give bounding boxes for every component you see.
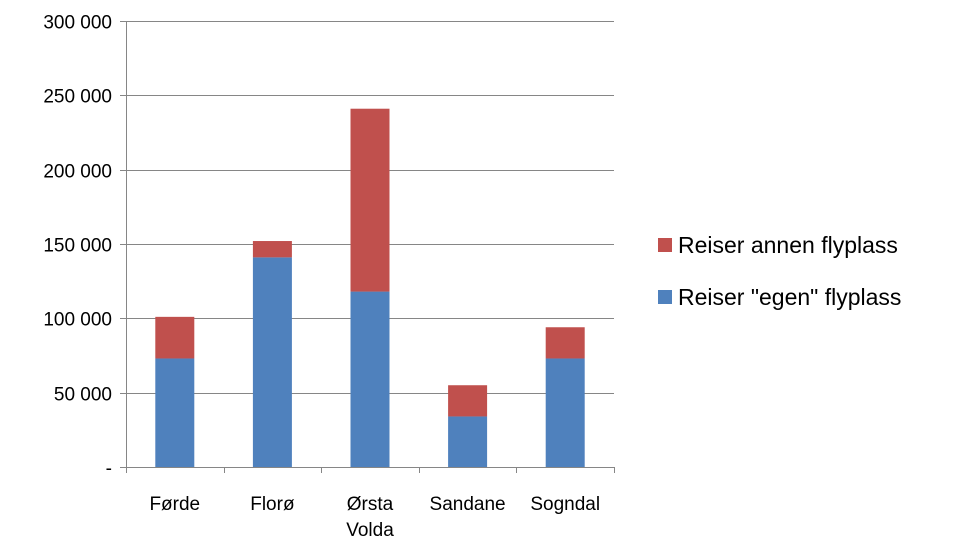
y-tick-label: 250 000 [43, 87, 112, 108]
bar-annen-flyplass [350, 108, 390, 292]
x-category-label: Volda [346, 520, 394, 541]
legend-swatch-annen [658, 238, 672, 252]
x-category-label: Sogndal [530, 494, 600, 515]
y-tick-label: 200 000 [43, 162, 112, 183]
bar-annen-flyplass [155, 316, 195, 359]
y-tick-label: - [106, 459, 112, 480]
x-category-label: Førde [149, 494, 200, 515]
legend-item-egen: Reiser "egen" flyplass [658, 284, 901, 310]
bar-egen-flyplass [252, 257, 292, 467]
y-tick-label: 50 000 [54, 385, 112, 406]
bar-egen-flyplass [545, 358, 585, 467]
bar-annen-flyplass [545, 327, 585, 359]
bar-egen-flyplass [350, 291, 390, 467]
x-axis-category-labels: Førde Florø Ørsta Volda Sandane Sogndal [149, 494, 600, 541]
legend: Reiser annen flyplass Reiser "egen" flyp… [658, 232, 901, 336]
bars [155, 108, 585, 467]
legend-item-annen: Reiser annen flyplass [658, 232, 901, 258]
bar-annen-flyplass [448, 385, 488, 417]
y-tick-label: 300 000 [43, 13, 112, 34]
y-axis-tick-labels: - 50 000 100 000 150 000 200 000 250 000 300 0… [43, 13, 112, 480]
bar-annen-flyplass [252, 241, 292, 258]
x-category-label: Sandane [430, 494, 506, 515]
legend-label-annen: Reiser annen flyplass [678, 231, 898, 258]
axes [120, 21, 615, 473]
bar-egen-flyplass [155, 358, 195, 467]
x-category-label: Ørsta [347, 494, 394, 515]
bar-egen-flyplass [448, 416, 488, 467]
x-category-label: Florø [250, 494, 295, 515]
legend-swatch-egen [658, 290, 672, 304]
y-tick-label: 100 000 [43, 310, 112, 331]
legend-label-egen: Reiser "egen" flyplass [678, 283, 902, 310]
y-tick-label: 150 000 [43, 236, 112, 257]
